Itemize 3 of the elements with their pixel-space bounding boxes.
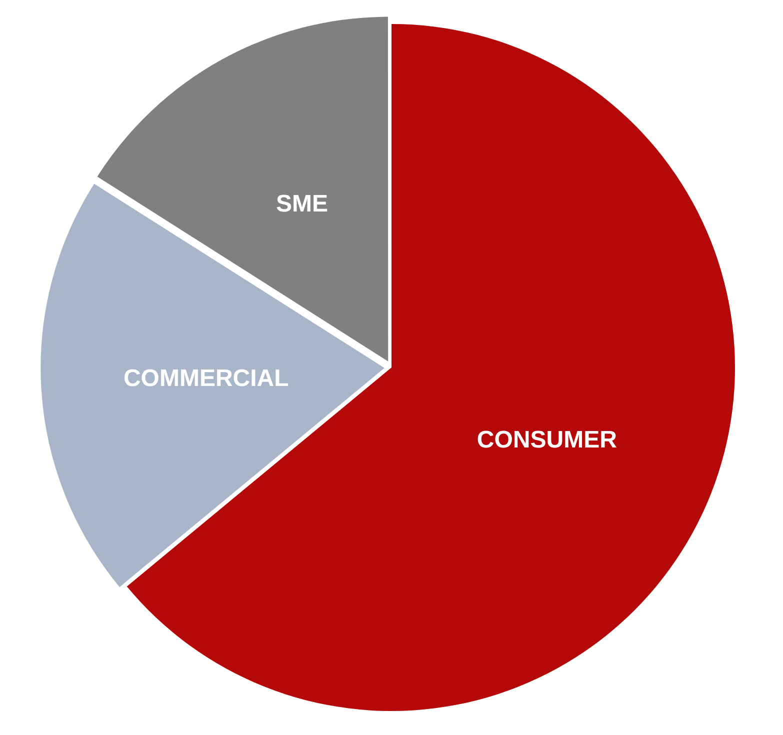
slice-label: SME — [276, 190, 328, 218]
slice-label: COMMERCIAL — [123, 364, 289, 392]
slice-label: CONSUMER — [476, 426, 617, 454]
